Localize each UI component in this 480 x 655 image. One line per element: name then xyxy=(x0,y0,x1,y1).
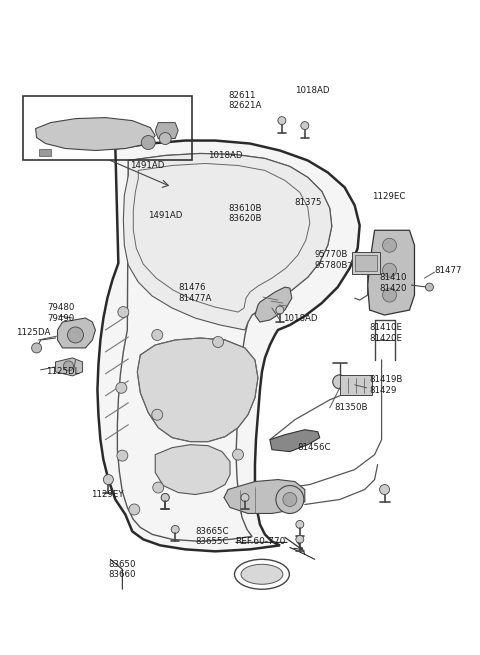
Text: 81410E
81420E: 81410E 81420E xyxy=(370,324,403,343)
Text: 82611
82621A: 82611 82621A xyxy=(228,91,262,110)
Text: 81456C: 81456C xyxy=(298,443,331,452)
Text: 1018AD: 1018AD xyxy=(295,86,329,95)
Circle shape xyxy=(213,337,224,347)
Text: 83665C
83655C: 83665C 83655C xyxy=(195,527,228,546)
Polygon shape xyxy=(137,338,258,441)
Text: 81350B: 81350B xyxy=(335,403,368,412)
Polygon shape xyxy=(368,231,415,315)
Circle shape xyxy=(276,306,284,314)
Text: 95770B
95780B: 95770B 95780B xyxy=(315,250,348,270)
Text: 1491AD: 1491AD xyxy=(130,161,165,170)
Circle shape xyxy=(118,307,129,318)
Text: 1491AD: 1491AD xyxy=(148,211,183,220)
Text: 1125DL: 1125DL xyxy=(46,367,79,377)
Text: 1018AD: 1018AD xyxy=(283,314,317,322)
Text: 79480
79490: 79480 79490 xyxy=(48,303,75,323)
Circle shape xyxy=(383,238,396,252)
Polygon shape xyxy=(270,430,320,452)
Circle shape xyxy=(278,117,286,124)
Text: 1125DA: 1125DA xyxy=(16,329,50,337)
Circle shape xyxy=(283,493,297,506)
Text: 83650
83660: 83650 83660 xyxy=(108,560,136,579)
Text: 83610B
83620B: 83610B 83620B xyxy=(228,204,262,223)
Bar xyxy=(355,255,377,271)
Polygon shape xyxy=(123,153,332,330)
Circle shape xyxy=(241,493,249,502)
Circle shape xyxy=(32,343,42,353)
Circle shape xyxy=(244,499,255,510)
Polygon shape xyxy=(97,141,360,552)
Circle shape xyxy=(383,288,396,302)
Polygon shape xyxy=(38,149,50,157)
Circle shape xyxy=(153,482,164,493)
Polygon shape xyxy=(155,122,178,139)
Circle shape xyxy=(161,493,169,502)
Circle shape xyxy=(116,383,127,393)
Polygon shape xyxy=(224,479,305,514)
Circle shape xyxy=(161,493,169,502)
Text: 81477: 81477 xyxy=(434,266,462,274)
Circle shape xyxy=(129,504,140,515)
Circle shape xyxy=(171,525,179,533)
Circle shape xyxy=(232,449,243,460)
Bar xyxy=(352,252,380,274)
Circle shape xyxy=(276,485,304,514)
Circle shape xyxy=(141,136,155,149)
Bar xyxy=(23,96,192,160)
Circle shape xyxy=(152,329,163,341)
Text: 81476
81477A: 81476 81477A xyxy=(178,284,212,303)
Text: 81419B
81429: 81419B 81429 xyxy=(370,375,403,394)
Circle shape xyxy=(425,283,433,291)
Polygon shape xyxy=(36,118,155,151)
Text: 81375: 81375 xyxy=(295,198,323,207)
Circle shape xyxy=(159,132,171,145)
Circle shape xyxy=(68,327,84,343)
Circle shape xyxy=(103,475,113,485)
Circle shape xyxy=(296,535,304,544)
Text: 1129EC: 1129EC xyxy=(372,192,405,201)
Circle shape xyxy=(301,122,309,130)
Circle shape xyxy=(63,361,73,371)
Text: 81410
81420: 81410 81420 xyxy=(380,273,407,293)
Polygon shape xyxy=(255,287,292,322)
Text: REF.60-770: REF.60-770 xyxy=(235,537,286,546)
Polygon shape xyxy=(155,445,230,495)
Circle shape xyxy=(152,409,163,421)
Circle shape xyxy=(333,375,347,389)
Polygon shape xyxy=(56,358,83,376)
Circle shape xyxy=(117,450,128,461)
Text: 1129EY: 1129EY xyxy=(91,489,124,498)
Bar xyxy=(340,375,372,395)
Circle shape xyxy=(296,521,304,529)
Text: 1018AD: 1018AD xyxy=(208,151,242,160)
Circle shape xyxy=(383,263,396,277)
Circle shape xyxy=(380,485,390,495)
Ellipse shape xyxy=(241,565,283,584)
Polygon shape xyxy=(58,318,96,348)
